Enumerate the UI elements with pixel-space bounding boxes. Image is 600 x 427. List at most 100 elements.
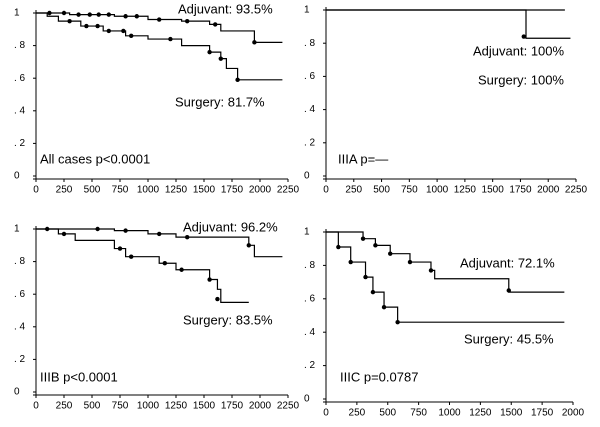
censor-mark [407, 259, 413, 265]
x-tick-label: 0 [33, 185, 39, 196]
censor-mark [67, 18, 72, 24]
x-tick-label: 1750 [531, 408, 554, 419]
x-tick-label: 2000 [562, 408, 585, 419]
censor-mark [218, 56, 223, 61]
censor-mark [157, 231, 162, 237]
y-tick-label: . 8 [304, 260, 316, 271]
censor-mark [95, 226, 100, 232]
censor-mark [215, 296, 220, 302]
censor-mark [129, 254, 134, 259]
censor-mark [47, 10, 52, 16]
censor-mark [185, 234, 190, 240]
y-tick-label: . 4 [14, 105, 26, 116]
censor-mark [363, 274, 368, 280]
y-tick-label: . 2 [14, 138, 26, 149]
x-tick-label: 750 [112, 185, 129, 196]
y-tick-label: . 4 [14, 321, 26, 332]
x-tick-label: 0 [33, 401, 39, 412]
series-label: Adjuvant: 93.5% [178, 1, 273, 16]
censor-mark [76, 12, 81, 17]
x-tick-label: 250 [349, 408, 366, 419]
y-tick-label: 1 [14, 224, 20, 235]
censor-mark [162, 261, 167, 266]
x-tick-label: 1000 [426, 185, 449, 196]
x-tick-label: 1000 [438, 408, 461, 419]
x-tick-label: 500 [84, 401, 101, 412]
annotation: All cases p<0.0001 [40, 151, 150, 166]
y-tick-label: 1 [304, 227, 310, 238]
censor-mark [381, 304, 387, 310]
survival-curve [36, 12, 283, 81]
series-label: Adjuvant: 96.2% [183, 219, 278, 234]
censor-mark [179, 267, 184, 272]
survival-curve [36, 228, 249, 303]
y-tick-label: 0 [304, 394, 310, 405]
censor-mark [84, 23, 89, 29]
x-tick-label: 250 [56, 401, 73, 412]
x-tick-label: 0 [323, 408, 329, 419]
censor-mark [96, 12, 101, 17]
annotation: IIIC p=0.0787 [340, 369, 418, 384]
censor-mark [388, 251, 393, 256]
y-tick-label: 0 [14, 387, 20, 398]
censor-mark [506, 288, 511, 293]
x-tick-label: 1750 [221, 401, 244, 412]
y-tick-label: . 6 [14, 289, 26, 300]
x-tick-label: 500 [84, 185, 101, 196]
annotation: IIIA p=— [338, 151, 388, 166]
x-tick-label: 250 [345, 185, 362, 196]
x-tick-label: 1000 [137, 185, 160, 196]
series-label: Adjuvant: 72.1% [460, 255, 555, 270]
y-tick-label: . 8 [304, 38, 316, 49]
x-tick-label: 1500 [193, 401, 216, 412]
censor-mark [360, 236, 366, 241]
censor-mark [123, 14, 128, 19]
survival-curve [326, 231, 565, 323]
censor-mark [428, 268, 434, 273]
y-tick-label: . 6 [14, 73, 26, 84]
censor-mark [185, 18, 190, 24]
censor-mark [252, 40, 257, 45]
censor-mark [123, 228, 128, 233]
x-tick-label: 1000 [137, 401, 160, 412]
y-tick-label: . 2 [304, 137, 316, 148]
x-tick-label: 1250 [165, 401, 188, 412]
y-tick-label: . 2 [14, 354, 26, 365]
censor-mark [213, 22, 218, 27]
x-tick-label: 1250 [454, 185, 477, 196]
series-label: Surgery: 100% [478, 72, 564, 87]
x-tick-label: 1500 [500, 408, 523, 419]
censor-mark [106, 12, 112, 17]
censor-mark [61, 231, 67, 237]
series-label: Adjuvant: 100% [473, 43, 565, 58]
x-tick-label: 250 [56, 185, 73, 196]
x-tick-label: 2250 [277, 185, 300, 196]
x-tick-label: 1750 [509, 185, 532, 196]
series-label: Surgery: 45.5% [464, 331, 554, 346]
censor-mark [61, 10, 67, 16]
series-label: Surgery: 81.7% [175, 94, 265, 109]
survival-curve [36, 12, 283, 43]
censor-mark [395, 319, 400, 325]
x-tick-label: 750 [410, 408, 427, 419]
x-tick-label: 1750 [221, 185, 244, 196]
annotation: IIIB p<0.0001 [40, 369, 118, 384]
censor-mark [121, 28, 126, 34]
censor-mark [95, 23, 100, 29]
y-tick-label: . 8 [14, 256, 26, 267]
y-tick-label: 0 [304, 171, 310, 182]
censor-mark [134, 14, 139, 19]
censor-mark [207, 277, 212, 282]
censor-mark [373, 243, 378, 248]
y-tick-label: 1 [14, 8, 20, 19]
censor-mark [235, 77, 240, 83]
y-tick-label: 1 [304, 5, 310, 16]
y-tick-label: 0 [14, 171, 20, 182]
y-tick-label: . 4 [304, 327, 316, 338]
censor-mark [129, 33, 134, 39]
y-tick-label: . 6 [304, 293, 316, 304]
censor-mark [521, 34, 526, 39]
series-label: Surgery: 83.5% [183, 312, 273, 327]
x-tick-label: 1500 [193, 185, 216, 196]
